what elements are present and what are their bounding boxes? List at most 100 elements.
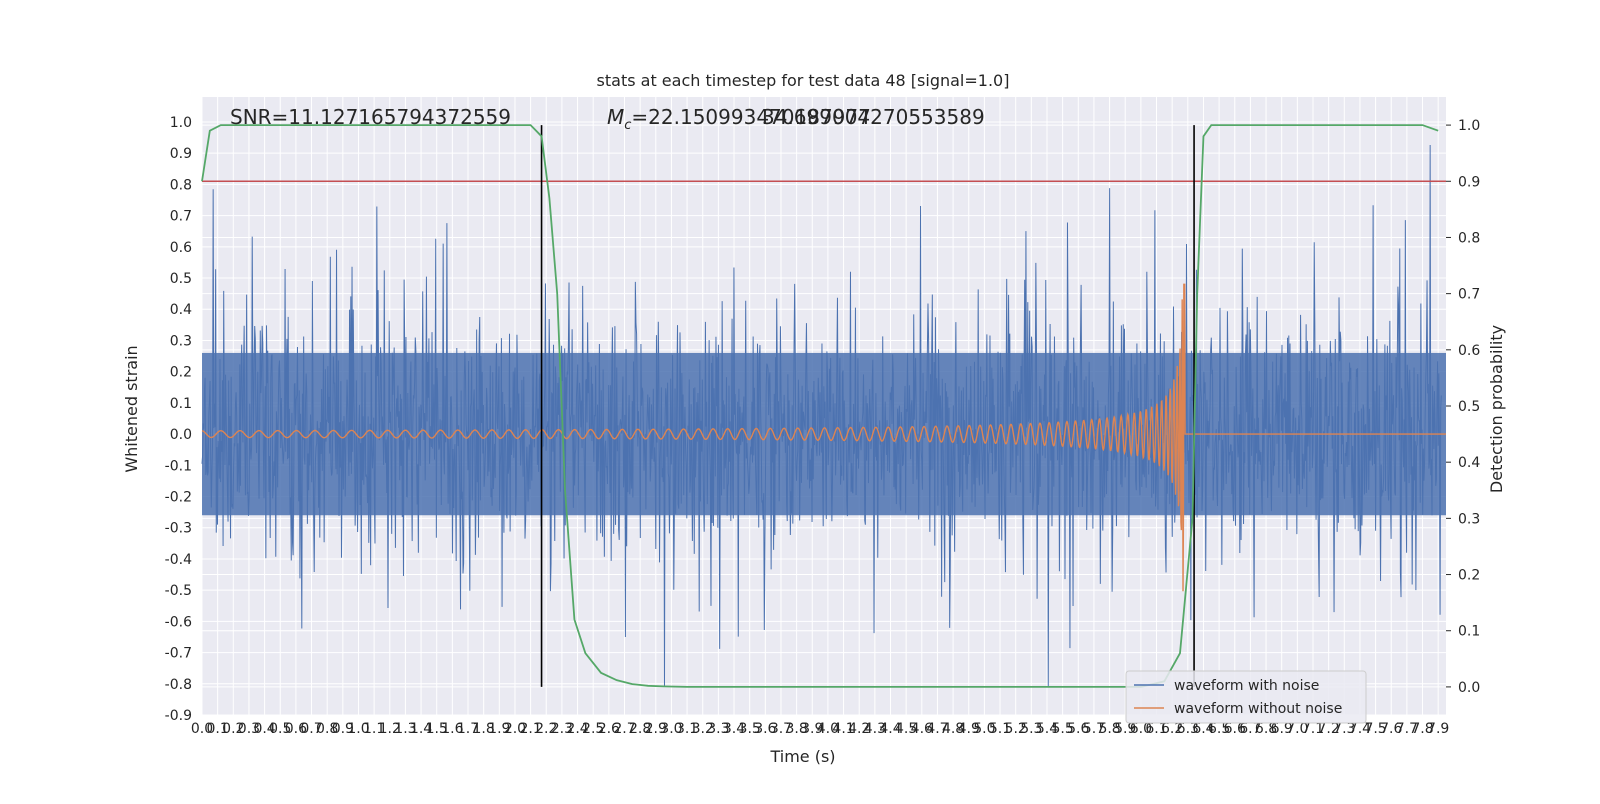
y2-tick-label: 0.7 (1458, 287, 1480, 303)
x-tick-label: 5.2 (1005, 721, 1027, 737)
x-tick-label: 6.8 (1255, 721, 1277, 737)
x-tick-label: 4.4 (879, 721, 901, 737)
y-tick-label: 0.0 (170, 427, 192, 443)
x-tick-label: 1.0 (347, 721, 369, 737)
x-tick-label: 2.8 (629, 721, 651, 737)
legend: waveform with noise waveform without noi… (1125, 670, 1367, 724)
x-tick-label: 6.7 (1239, 721, 1261, 737)
x-tick-label: 6.9 (1271, 721, 1293, 737)
y-tick-label: 1.0 (170, 115, 192, 131)
y2-tick-label: 0.5 (1458, 399, 1480, 415)
y2-tick-label: 0.2 (1458, 568, 1480, 584)
x-tick-label: 3.1 (676, 721, 698, 737)
x-tick-label: 3.2 (692, 721, 714, 737)
x-tick-label: 0.4 (253, 721, 275, 737)
x-tick-label: 7.9 (1427, 721, 1449, 737)
x-tick-label: 4.5 (895, 721, 917, 737)
y2-tick-label: 0.1 (1458, 624, 1480, 640)
x-tick-label: 4.3 (864, 721, 886, 737)
x-tick-label: 4.0 (817, 721, 839, 737)
y2-tick-label: 0.4 (1458, 455, 1480, 471)
x-tick-label: 5.0 (973, 721, 995, 737)
x-axis-label: Time (s) (769, 747, 835, 766)
probability-line (201, 124, 1439, 688)
x-tick-label: 7.2 (1318, 721, 1340, 737)
x-tick-label: 3.5 (739, 721, 761, 737)
x-tick-label: 7.5 (1364, 721, 1386, 737)
x-tick-label: 5.8 (1098, 721, 1120, 737)
y-tick-label: 0.7 (170, 209, 192, 225)
x-tick-label: 3.8 (785, 721, 807, 737)
y-tick-label: 0.2 (170, 365, 192, 381)
x-tick-label: 4.7 (926, 721, 948, 737)
legend-label-noise: waveform with noise (1174, 678, 1319, 694)
y2-tick-label: 0.9 (1458, 174, 1480, 190)
x-tick-label: 5.7 (1083, 721, 1105, 737)
x-tick-label: 3.3 (707, 721, 729, 737)
overlap-annotation: 34.699004270553589 (762, 105, 985, 129)
x-tick-label: 1.5 (426, 721, 448, 737)
x-tick-label: 0.6 (285, 721, 307, 737)
y-tick-label: 0.8 (170, 177, 192, 193)
x-tick-label: 7.6 (1380, 721, 1402, 737)
y-tick-label: -0.2 (165, 490, 192, 506)
x-tick-label: 4.8 (942, 721, 964, 737)
y-tick-label: -0.9 (165, 708, 192, 724)
x-tick-label: 5.4 (1036, 721, 1058, 737)
x-tick-label: 0.9 (332, 721, 354, 737)
x-tick-label: 4.2 (848, 721, 870, 737)
x-tick-label: 1.4 (410, 721, 432, 737)
y2-tick-label: 0.3 (1458, 511, 1480, 527)
x-tick-label: 4.9 (958, 721, 980, 737)
x-tick-label: 2.7 (613, 721, 635, 737)
chirp-mass-annotation: Mc=22.150993470187977 (607, 105, 871, 133)
x-tick-label: 3.7 (770, 721, 792, 737)
x-tick-label: 1.1 (363, 721, 385, 737)
x-tick-label: 3.4 (723, 721, 745, 737)
y-axis-label: Whitened strain (122, 345, 141, 472)
x-tick-label: 5.3 (1020, 721, 1042, 737)
snr-annotation: SNR=11.127165794372559 (230, 105, 511, 129)
x-tick-label: 4.6 (911, 721, 933, 737)
x-tick-label: 7.4 (1349, 721, 1371, 737)
y-tick-label: -0.3 (165, 521, 192, 537)
y-tick-label: -0.5 (165, 583, 192, 599)
y-tick-label: 0.3 (170, 333, 192, 349)
y-tick-label: 0.9 (170, 146, 192, 162)
x-tick-label: 2.4 (566, 721, 588, 737)
x-tick-label: 2.6 (598, 721, 620, 737)
x-tick-label: 0.8 (316, 721, 338, 737)
y-tick-label: 0.1 (170, 396, 192, 412)
y-tick-label: -0.7 (165, 646, 192, 662)
y2-tick-label: 0.8 (1458, 230, 1480, 246)
x-tick-label: 0.0 (191, 721, 213, 737)
y2-tick-label: 0.6 (1458, 343, 1480, 359)
y2-tick-label: 0.0 (1458, 680, 1480, 696)
x-tick-label: 1.7 (457, 721, 479, 737)
x-tick-label: 6.5 (1208, 721, 1230, 737)
legend-box (1125, 670, 1367, 724)
legend-label-clean: waveform without noise (1174, 701, 1342, 717)
y-tick-label: 0.5 (170, 271, 192, 287)
x-tick-label: 1.2 (379, 721, 401, 737)
y-tick-label: -0.8 (165, 677, 192, 693)
x-tick-label: 6.3 (1177, 721, 1199, 737)
x-tick-label: 2.1 (519, 721, 541, 737)
y-tick-label: -0.1 (165, 458, 192, 474)
x-tick-label: 1.9 (488, 721, 510, 737)
y-tick-label: 0.6 (170, 240, 192, 256)
y2-axis-label: Detection probability (1487, 325, 1506, 493)
x-tick-label: 5.6 (1067, 721, 1089, 737)
y-tick-label: 0.4 (170, 302, 192, 318)
x-tick-label: 2.9 (645, 721, 667, 737)
clean-waveform-line (201, 283, 1446, 592)
x-tick-label: 1.6 (441, 721, 463, 737)
x-tick-label: 6.0 (1130, 721, 1152, 737)
series-waveform-without-noise (201, 283, 1446, 592)
x-tick-label: 2.0 (504, 721, 526, 737)
x-tick-label: 4.1 (832, 721, 854, 737)
x-tick-label: 7.3 (1333, 721, 1355, 737)
x-tick-label: 7.7 (1396, 721, 1418, 737)
